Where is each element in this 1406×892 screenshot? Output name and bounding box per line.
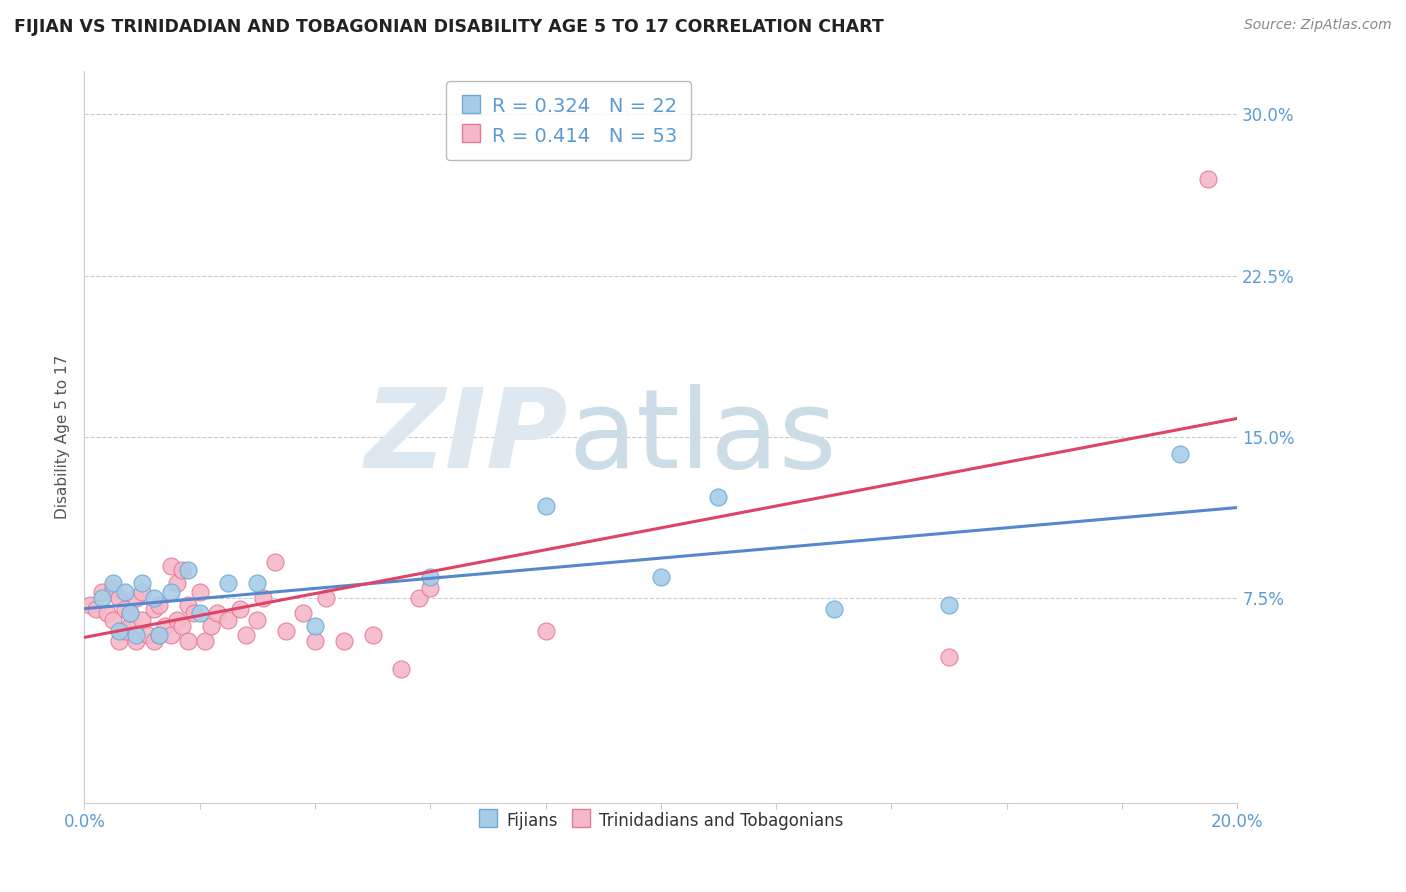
Point: [142, 602, 165, 616]
Point: [108, 634, 131, 648]
Text: Source: ZipAtlas.com: Source: ZipAtlas.com: [1244, 18, 1392, 32]
Point: [125, 591, 148, 606]
Point: [166, 613, 188, 627]
Point: [315, 591, 337, 606]
Point: [120, 607, 142, 621]
Y-axis label: Disability Age 5 to 17: Disability Age 5 to 17: [55, 355, 70, 519]
Point: [229, 602, 252, 616]
Point: [218, 613, 240, 627]
Point: [90, 591, 112, 606]
Point: [160, 628, 183, 642]
Point: [160, 585, 183, 599]
Point: [1168, 447, 1191, 461]
Point: [114, 602, 136, 616]
Point: [419, 581, 441, 595]
Point: [1198, 172, 1220, 186]
Point: [84, 602, 107, 616]
Text: ZIP: ZIP: [366, 384, 568, 491]
Point: [391, 662, 413, 676]
Point: [246, 613, 269, 627]
Point: [235, 628, 257, 642]
Point: [177, 634, 200, 648]
Point: [276, 624, 298, 638]
Point: [103, 613, 124, 627]
Point: [218, 576, 240, 591]
Point: [114, 585, 136, 599]
Point: [103, 581, 124, 595]
Point: [131, 585, 153, 599]
Point: [408, 591, 430, 606]
Point: [333, 634, 356, 648]
Point: [120, 607, 142, 621]
Point: [534, 499, 557, 513]
Point: [304, 619, 326, 633]
Point: [292, 607, 315, 621]
Point: [188, 607, 211, 621]
Text: atlas: atlas: [568, 384, 837, 491]
Point: [183, 607, 205, 621]
Point: [103, 576, 124, 591]
Text: FIJIAN VS TRINIDADIAN AND TOBAGONIAN DISABILITY AGE 5 TO 17 CORRELATION CHART: FIJIAN VS TRINIDADIAN AND TOBAGONIAN DIS…: [14, 18, 884, 36]
Point: [650, 570, 672, 584]
Point: [142, 634, 165, 648]
Point: [419, 570, 441, 584]
Point: [148, 598, 170, 612]
Point: [263, 555, 285, 569]
Point: [938, 649, 960, 664]
Point: [160, 559, 183, 574]
Point: [148, 628, 170, 642]
Point: [246, 576, 269, 591]
Point: [90, 585, 112, 599]
Point: [177, 564, 200, 578]
Point: [96, 607, 118, 621]
Point: [172, 564, 194, 578]
Point: [114, 624, 136, 638]
Point: [79, 598, 101, 612]
Point: [120, 619, 142, 633]
Point: [108, 624, 131, 638]
Point: [136, 628, 159, 642]
Point: [252, 591, 274, 606]
Point: [361, 628, 384, 642]
Legend: Fijians, Trinidadians and Tobagonians: Fijians, Trinidadians and Tobagonians: [470, 803, 852, 838]
Point: [194, 634, 217, 648]
Point: [172, 619, 194, 633]
Point: [142, 591, 165, 606]
Point: [205, 607, 228, 621]
Point: [177, 598, 200, 612]
Point: [148, 628, 170, 642]
Point: [304, 634, 326, 648]
Point: [125, 628, 148, 642]
Point: [131, 576, 153, 591]
Point: [938, 598, 960, 612]
Point: [125, 634, 148, 648]
Point: [823, 602, 845, 616]
Point: [188, 585, 211, 599]
Point: [534, 624, 557, 638]
Point: [707, 491, 730, 505]
Point: [131, 613, 153, 627]
Point: [166, 576, 188, 591]
Point: [153, 619, 176, 633]
Point: [108, 591, 131, 606]
Point: [200, 619, 222, 633]
